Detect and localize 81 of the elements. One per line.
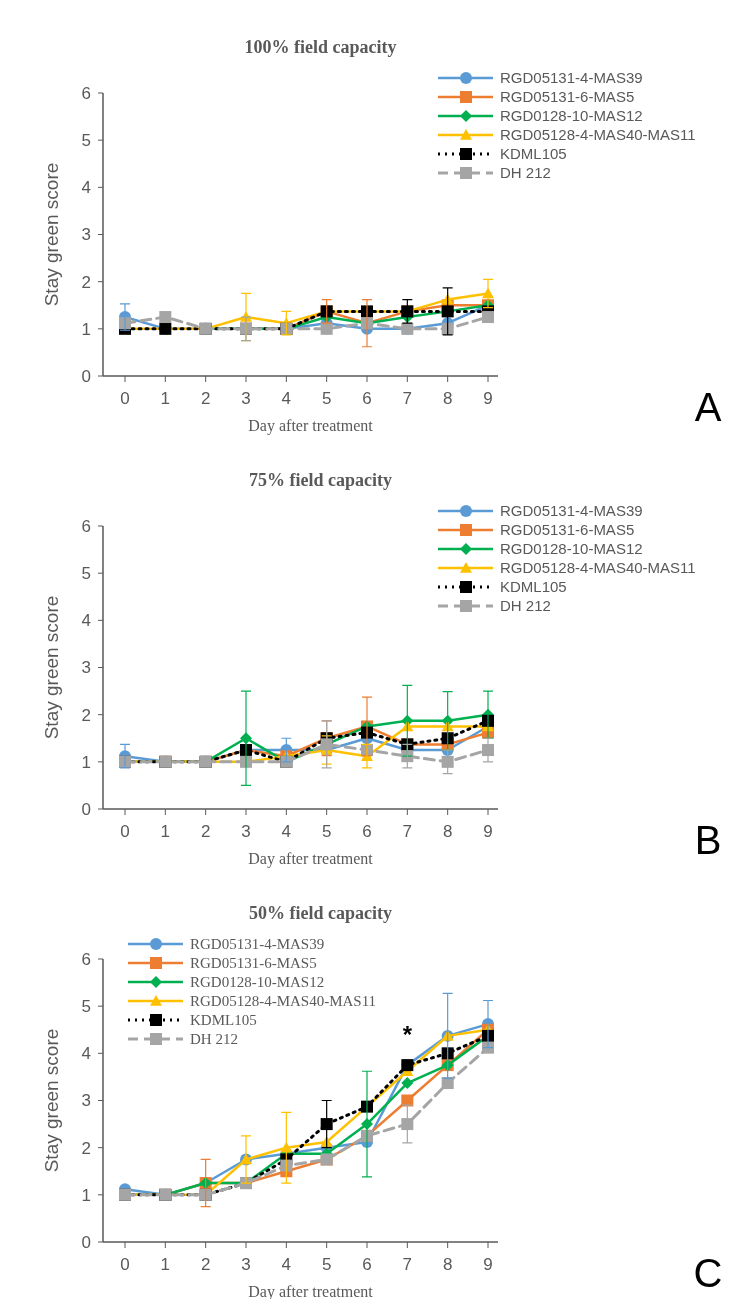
x-tick-label: 9 [483, 822, 493, 841]
x-tick-label: 2 [200, 822, 211, 841]
text: A [694, 385, 722, 429]
y-tick-label: 4 [81, 611, 91, 631]
x-tick-label: 7 [402, 389, 413, 408]
legend-label: RGD0128-10-MAS12 [500, 540, 643, 558]
text: C [693, 1251, 723, 1295]
y-tick-label: 3 [81, 225, 91, 245]
y-tick-label: 3 [81, 658, 91, 678]
legend-label: RGD05131-6-MAS5 [190, 955, 317, 972]
y-tick-label: 0 [81, 799, 91, 819]
y-axis-title: Stay green score [41, 595, 62, 740]
legend-label: RGD05131-6-MAS5 [500, 88, 635, 106]
y-tick-label: 2 [81, 1138, 91, 1158]
legend-label: KDML105 [500, 145, 567, 163]
y-tick-label: 1 [81, 752, 91, 772]
legend-label: DH 212 [500, 597, 551, 615]
legend-label: KDML105 [500, 578, 567, 596]
x-tick-label: 8 [442, 389, 453, 408]
y-tick-label: 4 [81, 1044, 91, 1064]
chart-title: 50% field capacity [249, 903, 392, 923]
legend-label: RGD05131-4-MAS39 [190, 936, 325, 953]
y-tick-label: 0 [81, 366, 91, 386]
x-tick-label: 0 [120, 1255, 130, 1274]
x-tick-label: 9 [483, 1255, 493, 1274]
x-tick-label: 4 [281, 389, 292, 408]
x-tick-label: 6 [362, 389, 372, 408]
x-tick-label: 0 [120, 822, 130, 841]
y-tick-label: 4 [81, 178, 91, 198]
y-tick-label: 0 [81, 1232, 91, 1252]
x-tick-label: 1 [160, 389, 171, 408]
legend-label: RGD05128-4-MAS40-MAS11 [500, 126, 696, 144]
x-axis-title: Day after treatment [248, 850, 374, 868]
x-tick-label: 8 [442, 822, 453, 841]
y-tick-label: 2 [81, 272, 91, 292]
legend-label: RGD0128-10-MAS12 [190, 974, 325, 991]
x-tick-label: 2 [200, 1255, 211, 1274]
x-axis-title: Day after treatment [248, 417, 374, 435]
y-tick-label: 6 [81, 83, 91, 103]
y-tick-label: 5 [81, 997, 91, 1017]
x-tick-label: 9 [483, 389, 493, 408]
x-tick-label: 5 [321, 389, 332, 408]
x-tick-label: 3 [241, 389, 251, 408]
annotation: * [402, 1021, 413, 1049]
x-tick-label: 7 [402, 822, 413, 841]
y-tick-label: 5 [81, 564, 91, 584]
legend-label: RGD05131-4-MAS39 [500, 69, 643, 87]
y-axis-title: Stay green score [41, 162, 62, 307]
x-tick-label: 1 [160, 1255, 171, 1274]
x-tick-label: 4 [281, 822, 292, 841]
legend-label: RGD05131-6-MAS5 [500, 521, 635, 539]
legend-label: RGD0128-10-MAS12 [500, 107, 643, 125]
x-tick-label: 2 [200, 389, 211, 408]
x-tick-label: 5 [321, 1255, 332, 1274]
text: B [694, 818, 722, 862]
y-tick-label: 3 [81, 1091, 91, 1111]
legend-label: RGD05131-4-MAS39 [500, 502, 643, 520]
x-tick-label: 5 [321, 822, 332, 841]
x-tick-label: 1 [160, 822, 171, 841]
y-tick-label: 6 [81, 516, 91, 536]
x-tick-label: 6 [362, 1255, 372, 1274]
y-tick-label: 5 [81, 131, 91, 151]
legend-label: RGD05128-4-MAS40-MAS11 [500, 559, 696, 577]
x-tick-label: 7 [402, 1255, 413, 1274]
y-tick-label: 1 [81, 1185, 91, 1205]
y-tick-label: 2 [81, 705, 91, 725]
y-tick-label: 6 [81, 949, 91, 969]
x-tick-label: 6 [362, 822, 372, 841]
chart-title: 75% field capacity [249, 470, 392, 490]
legend-label: KDML105 [190, 1012, 257, 1029]
x-tick-label: 0 [120, 389, 130, 408]
y-tick-label: 1 [81, 319, 91, 339]
legend-label: DH 212 [500, 164, 551, 182]
x-tick-label: 4 [281, 1255, 292, 1274]
chart-title: 100% field capacity [244, 37, 397, 57]
x-tick-label: 8 [442, 1255, 453, 1274]
y-axis-title: Stay green score [41, 1028, 62, 1173]
x-tick-label: 3 [241, 1255, 251, 1274]
x-tick-label: 3 [241, 822, 251, 841]
legend-label: RGD05128-4-MAS40-MAS11 [190, 993, 377, 1010]
legend-label: DH 212 [190, 1031, 238, 1048]
